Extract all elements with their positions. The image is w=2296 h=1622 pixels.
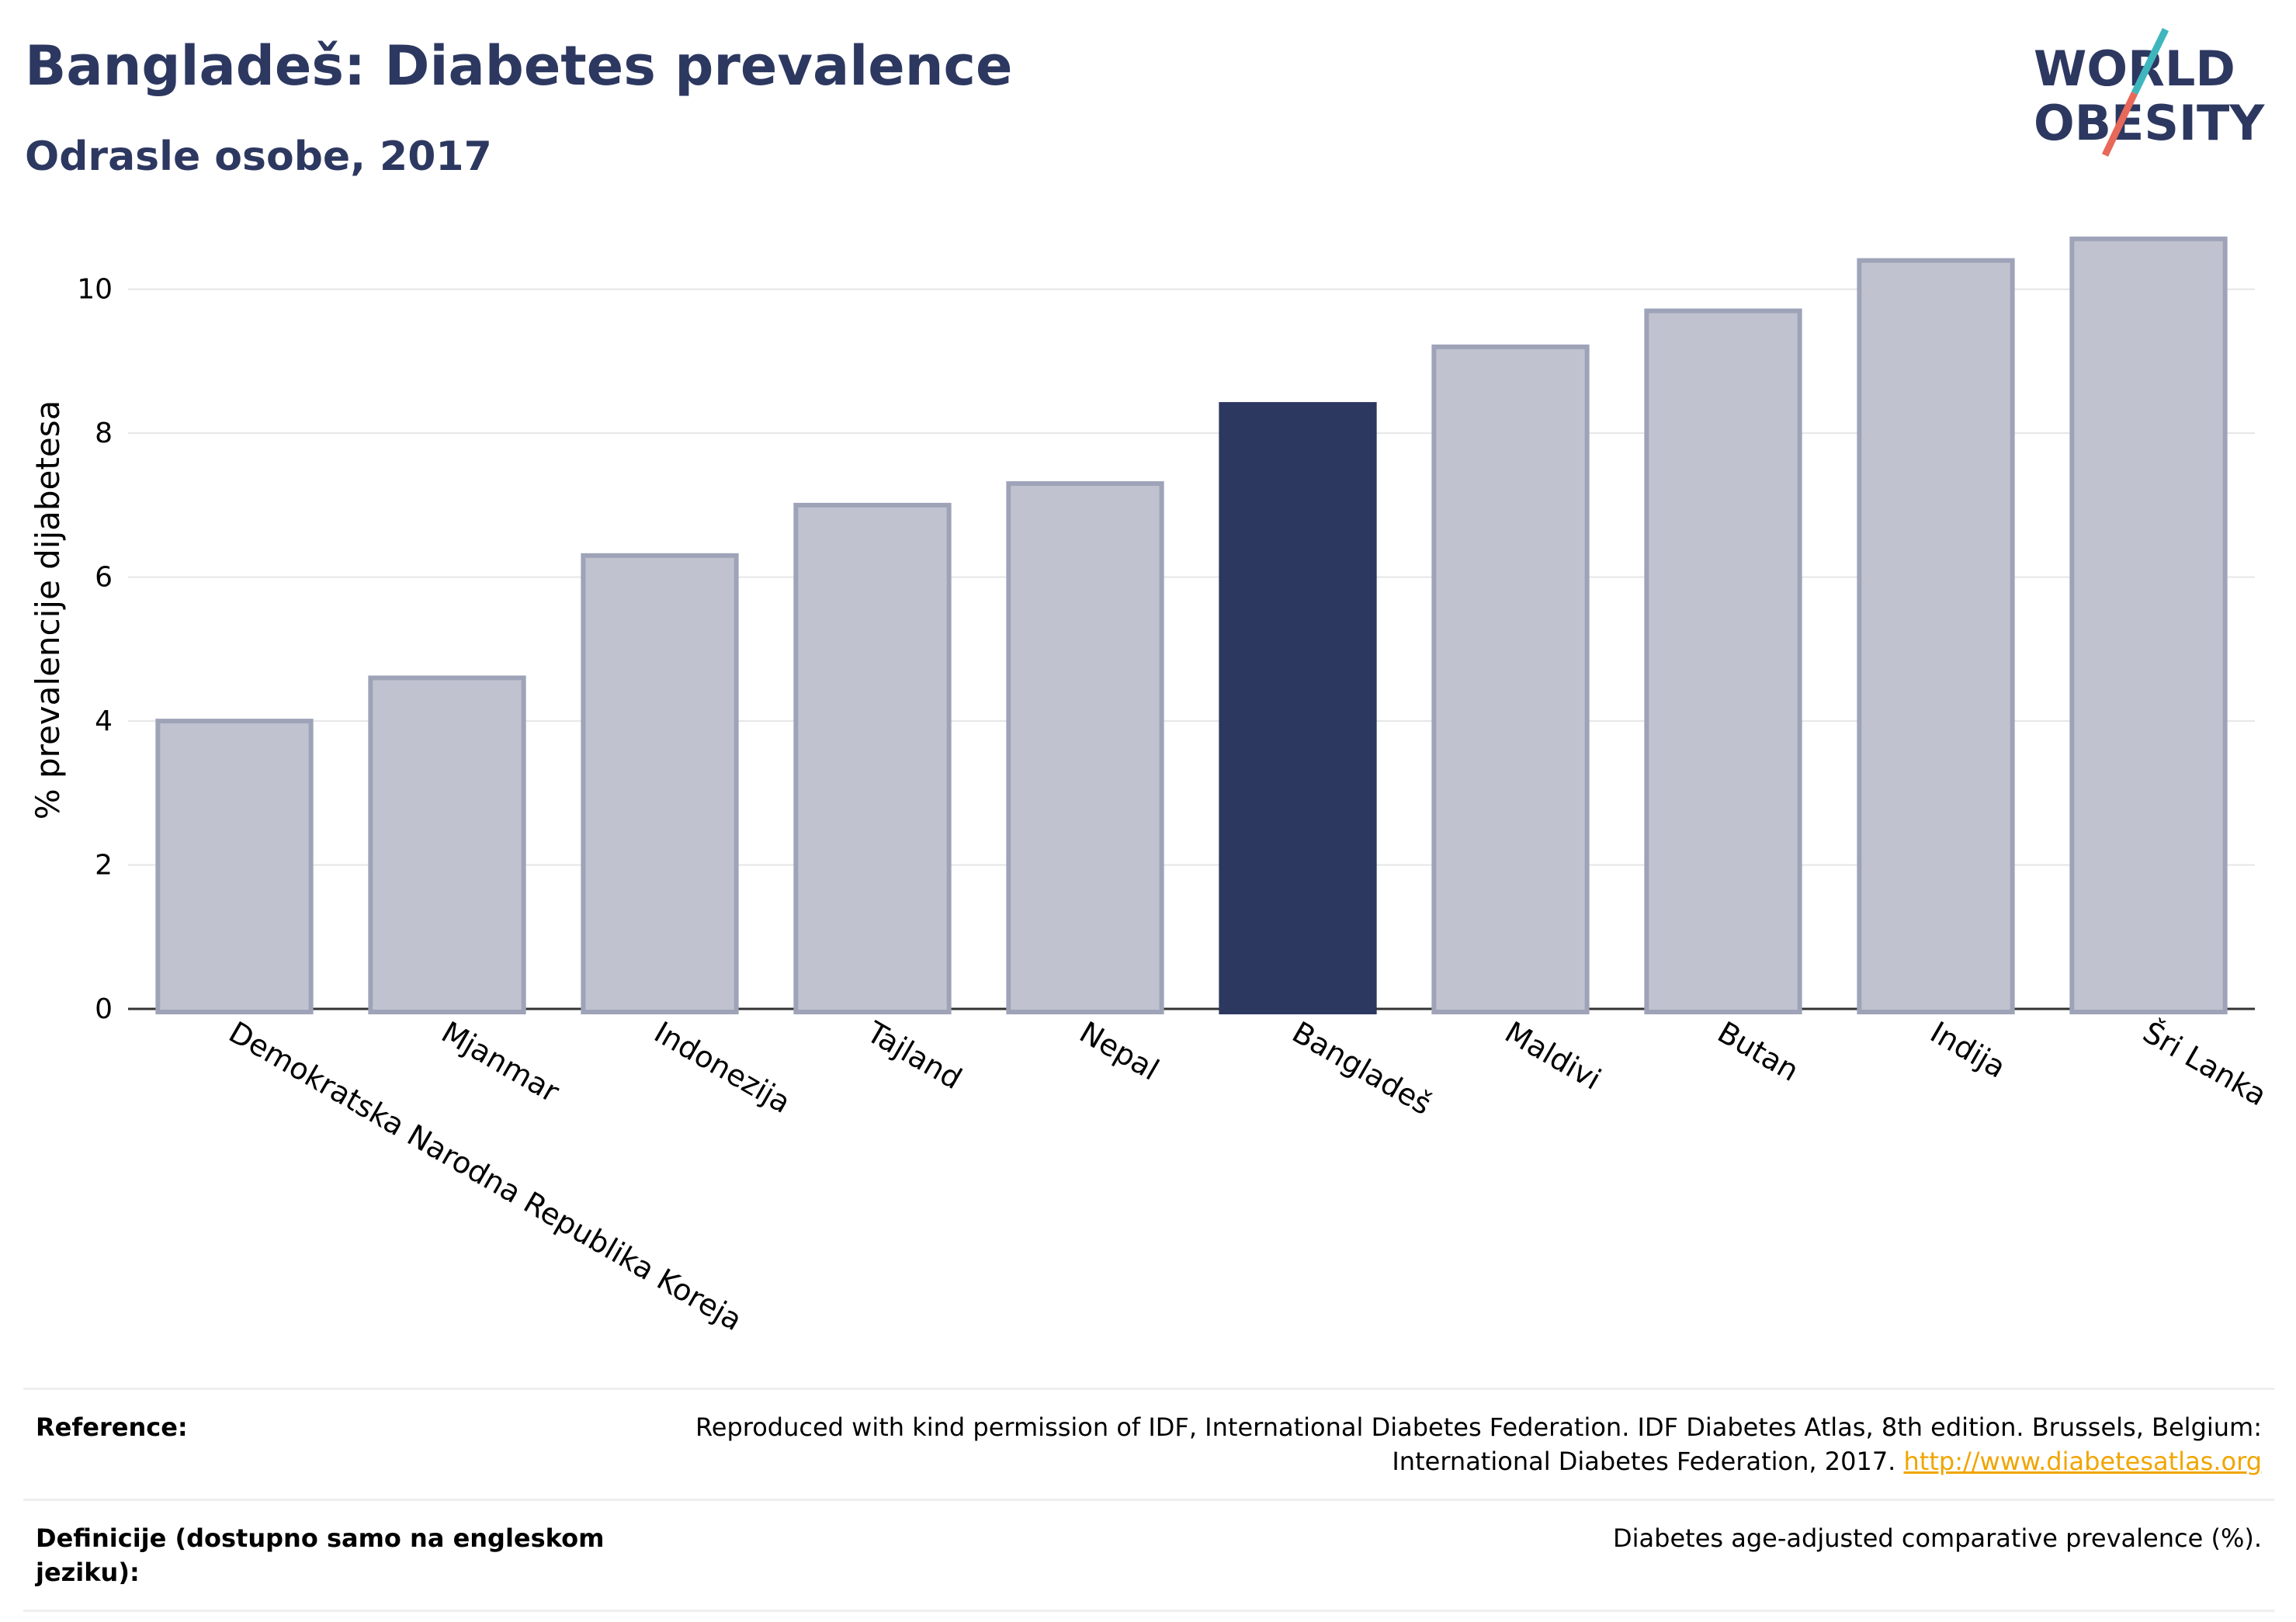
y-tick-label: 2 (95, 850, 113, 882)
reference-link[interactable]: http://www.diabetesatlas.org (1903, 1447, 2262, 1476)
bar (1644, 308, 1802, 1014)
bar (2069, 236, 2228, 1014)
definition-row: Definicije (dostupno samo na engleskom j… (23, 1499, 2274, 1612)
x-tick-label: Nepal (1074, 1015, 1165, 1087)
reference-text: Reproduced with kind permission of IDF, … (695, 1412, 2262, 1476)
bar (581, 553, 739, 1014)
bar (368, 675, 526, 1014)
reference-key: Reference: (36, 1412, 188, 1442)
bar (1431, 344, 1590, 1014)
y-tick-label: 0 (95, 993, 113, 1025)
bar-chart: 0 2 4 6 8 10 Demokratska Narodna Republika Ko… (29, 236, 2273, 1337)
y-axis-label: % prevalencije dijabetesa (29, 400, 67, 820)
bar (1857, 258, 2015, 1014)
bar (1219, 402, 1377, 1014)
x-tick-label: Bangladeš (1287, 1015, 1438, 1121)
world-obesity-logo: WORLD OBESITY (2034, 28, 2265, 157)
y-tick-label: 8 (95, 418, 113, 449)
y-tick-label: 6 (95, 562, 113, 594)
x-tick-label: Mjanmar (436, 1015, 566, 1110)
logo-slash-teal (2131, 28, 2169, 95)
x-tick-label: Šri Lanka (2138, 1015, 2273, 1113)
x-tick-labels: Demokratska Narodna Republika KorejaMjan… (224, 1014, 2273, 1337)
x-tick-label: Indija (1925, 1015, 2012, 1085)
definition-key: Definicije (dostupno samo na engleskom j… (36, 1523, 605, 1587)
x-tick-label: Indonezija (649, 1015, 796, 1120)
x-tick-label: Tajland (861, 1014, 968, 1096)
definition-value: Diabetes age-adjusted comparative preval… (1613, 1523, 2262, 1553)
page-title: Bangladeš: Diabetes prevalence (25, 34, 1013, 98)
bar (1006, 481, 1164, 1014)
x-tick-label: Butan (1712, 1015, 1805, 1088)
x-tick-label: Maldivi (1500, 1015, 1607, 1097)
logo-text-obesity: OBESITY (2034, 95, 2265, 151)
reference-value: Reproduced with kind permission of IDF, … (632, 1410, 2262, 1478)
bar (793, 502, 952, 1014)
y-tick-label: 10 (77, 274, 113, 306)
reference-table: Reference: Reproduced with kind permissi… (23, 1388, 2274, 1612)
bars (155, 236, 2228, 1014)
page-subtitle: Odrasle osobe, 2017 (25, 133, 492, 180)
y-tick-label: 4 (95, 705, 113, 737)
logo-slash-red (2101, 92, 2138, 157)
bar (155, 719, 314, 1014)
reference-row: Reference: Reproduced with kind permissi… (23, 1388, 2274, 1499)
y-tick-labels: 0 2 4 6 8 10 (77, 274, 113, 1025)
